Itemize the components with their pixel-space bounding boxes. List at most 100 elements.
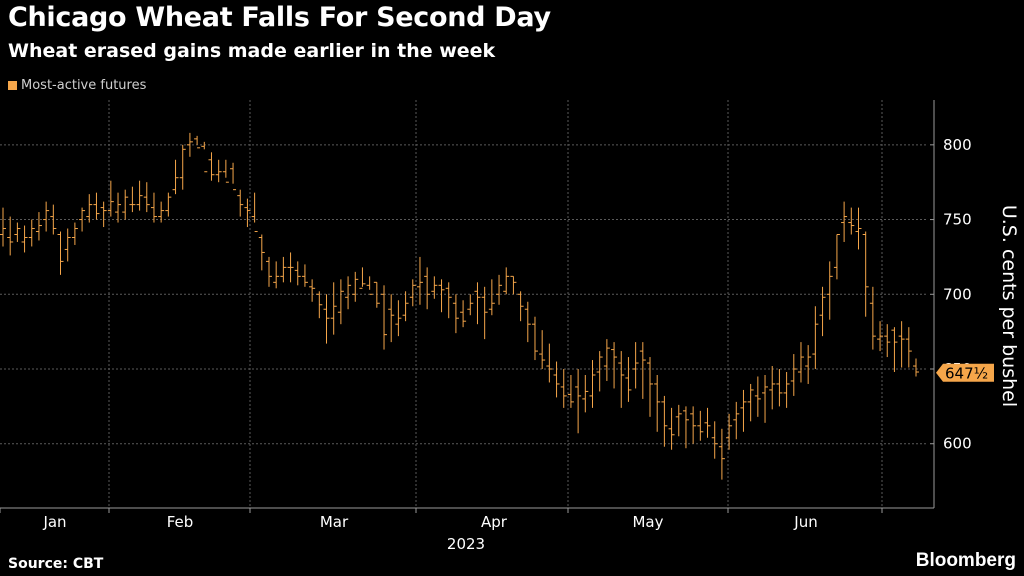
ohlc-bar xyxy=(690,406,697,444)
ohlc-bar xyxy=(309,279,316,302)
ohlc-bar xyxy=(625,357,632,402)
ohlc-bar xyxy=(503,267,510,295)
ohlc-bar xyxy=(711,421,718,459)
ohlc-bar xyxy=(582,374,589,413)
ohlc-bar xyxy=(654,374,661,432)
ohlc-bar xyxy=(129,186,136,213)
last-value-label: 647½ xyxy=(945,365,988,383)
ohlc-bar xyxy=(258,234,265,271)
legend-entry: Most-active futures xyxy=(21,78,147,93)
last-value-tag xyxy=(936,363,994,382)
ohlc-bar xyxy=(445,282,452,319)
ohlc-bar xyxy=(862,231,869,317)
ohlc-bar xyxy=(718,428,725,480)
ohlc-bar xyxy=(345,276,352,310)
ohlc-bar xyxy=(460,300,467,328)
ohlc-bar xyxy=(553,361,560,398)
ohlc-bar xyxy=(43,201,50,232)
ohlc-bar xyxy=(21,225,28,253)
ohlc-bar xyxy=(79,207,86,232)
ohlc-bar xyxy=(301,264,308,287)
y-tick-label-750: 750 xyxy=(943,211,972,229)
ohlc-bar xyxy=(855,207,862,250)
ohlc-bar xyxy=(251,192,258,233)
ohlc-bar xyxy=(647,357,654,417)
x-tick-label-feb: Feb xyxy=(167,513,194,531)
ohlc-bar xyxy=(244,198,251,228)
ohlc-bar xyxy=(294,261,301,286)
ohlc-bar xyxy=(747,383,754,422)
ohlc-bar xyxy=(560,369,567,408)
ohlc-bar xyxy=(409,279,416,307)
ohlc-bar xyxy=(841,201,848,242)
ohlc-bar xyxy=(7,216,14,256)
ohlc-bar xyxy=(122,189,129,220)
ohlc-bar xyxy=(287,252,294,283)
ohlc-bar xyxy=(316,291,323,319)
ohlc-bar xyxy=(884,324,891,358)
ohlc-bar xyxy=(726,413,733,450)
ohlc-bar xyxy=(848,207,855,235)
ohlc-bar xyxy=(524,301,531,343)
ohlc-bar xyxy=(57,231,64,275)
ohlc-bar xyxy=(826,261,833,320)
ohlc-bar xyxy=(416,256,423,305)
ohlc-bar xyxy=(280,256,287,283)
ohlc-bar xyxy=(567,374,574,408)
ohlc-bar xyxy=(438,279,445,313)
ohlc-bar xyxy=(481,286,488,340)
ohlc-bar xyxy=(35,212,42,241)
ohlc-bar xyxy=(833,234,840,280)
ohlc-bar xyxy=(517,291,524,322)
ohlc-bar xyxy=(546,343,553,383)
ohlc-bar xyxy=(762,374,769,423)
ohlc-bar xyxy=(661,395,668,447)
legend-swatch xyxy=(8,81,17,90)
ohlc-bar xyxy=(812,306,819,370)
ohlc-bar xyxy=(208,152,215,181)
chart-title: Chicago Wheat Falls For Second Day xyxy=(8,2,551,33)
ohlc-bar xyxy=(237,189,244,217)
ohlc-bar xyxy=(632,342,639,389)
ohlc-bar xyxy=(790,354,797,396)
ohlc-bar xyxy=(467,294,474,316)
ohlc-bar xyxy=(0,207,6,247)
ohlc-bar xyxy=(474,282,481,325)
ohlc-bar xyxy=(64,228,71,262)
ohlc-bar xyxy=(222,159,229,183)
ohlc-bar xyxy=(531,316,538,361)
x-year-label: 2023 xyxy=(447,535,485,553)
ohlc-bar xyxy=(869,286,876,350)
x-tick-label-jan: Jan xyxy=(42,513,66,531)
x-tick-label-mar: Mar xyxy=(320,513,349,531)
ohlc-bar xyxy=(165,192,172,217)
ohlc-bar xyxy=(337,279,344,325)
chart-legend: Most-active futures xyxy=(8,78,146,93)
ohlc-bar xyxy=(589,360,596,408)
ohlc-bar xyxy=(179,144,186,190)
ohlc-bar xyxy=(596,351,603,392)
ohlc-bar xyxy=(402,291,409,322)
ohlc-bar xyxy=(452,294,459,334)
ohlc-bar xyxy=(754,376,761,417)
ohlc-bar xyxy=(215,159,222,183)
ohlc-bar xyxy=(682,406,689,449)
ohlc-bar xyxy=(71,222,78,245)
ohlc-bar xyxy=(510,275,517,295)
ohlc-bar xyxy=(93,192,100,220)
ohlc-bar xyxy=(697,410,704,441)
ohlc-bar xyxy=(639,342,646,399)
ohlc-bar xyxy=(668,407,675,450)
ohlc-bar xyxy=(115,192,122,223)
ohlc-bar xyxy=(107,180,114,217)
y-tick-label-700: 700 xyxy=(943,285,972,303)
ohlc-bar xyxy=(388,294,395,343)
ohlc-bar xyxy=(352,271,359,302)
x-tick-label-may: May xyxy=(632,513,663,531)
ohlc-bar xyxy=(323,294,330,344)
ohlc-bar xyxy=(819,286,826,337)
ohlc-bar xyxy=(230,162,237,191)
ohlc-bar xyxy=(50,204,57,235)
ohlc-bar xyxy=(733,401,740,440)
